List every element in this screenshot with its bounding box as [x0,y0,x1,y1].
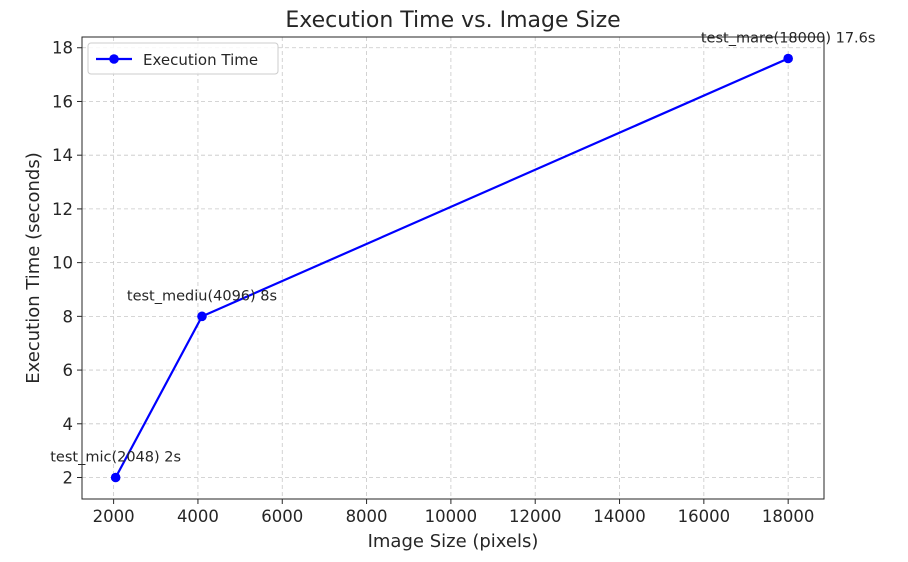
y-tick-label: 18 [52,39,73,58]
y-tick-label: 8 [63,307,74,326]
legend-label: Execution Time [143,51,258,69]
x-tick-label: 2000 [93,507,135,526]
x-tick-label: 14000 [593,507,646,526]
series-line [114,57,789,479]
x-axis: 2000 4000 6000 8000 10000 12000 14000 16000 1800… [93,499,815,526]
x-tick-label: 6000 [261,507,303,526]
x-tick-label: 4000 [177,507,219,526]
data-point [783,53,793,64]
legend-marker [109,54,119,64]
chart-title: Execution Time vs. Image Size [285,8,620,33]
y-axis-title: Execution Time (seconds) [23,152,44,383]
y-tick-label: 14 [52,146,73,165]
data-point [197,311,207,322]
x-axis-title: Image Size (pixels) [368,531,539,552]
y-tick-label: 6 [63,361,74,380]
y-tick-label: 16 [52,92,73,111]
x-tick-label: 12000 [509,507,562,526]
plot-area [81,36,825,500]
data-label: test_mediu(4096) 8s [127,288,277,304]
y-axis: 2 4 6 8 10 12 14 16 18 [52,39,82,488]
y-tick-label: 2 [63,469,74,488]
y-tick-label: 4 [63,415,74,434]
y-tick-label: 12 [52,200,73,219]
x-tick-label: 10000 [425,507,478,526]
legend: Execution Time [87,42,279,75]
x-tick-label: 8000 [346,507,388,526]
series-execution-time [110,53,793,483]
annotations: test_mic(2048) 2s test_mediu(4096) 8s test… [50,30,875,465]
data-label: test_mare(18000) 17.6s [701,30,876,46]
x-tick-label: 16000 [678,507,731,526]
x-tick-label: 18000 [762,507,815,526]
y-tick-label: 10 [52,254,73,273]
grid [82,37,824,499]
data-point [110,472,121,483]
data-label: test_mic(2048) 2s [50,450,181,466]
legend-box [87,42,279,75]
